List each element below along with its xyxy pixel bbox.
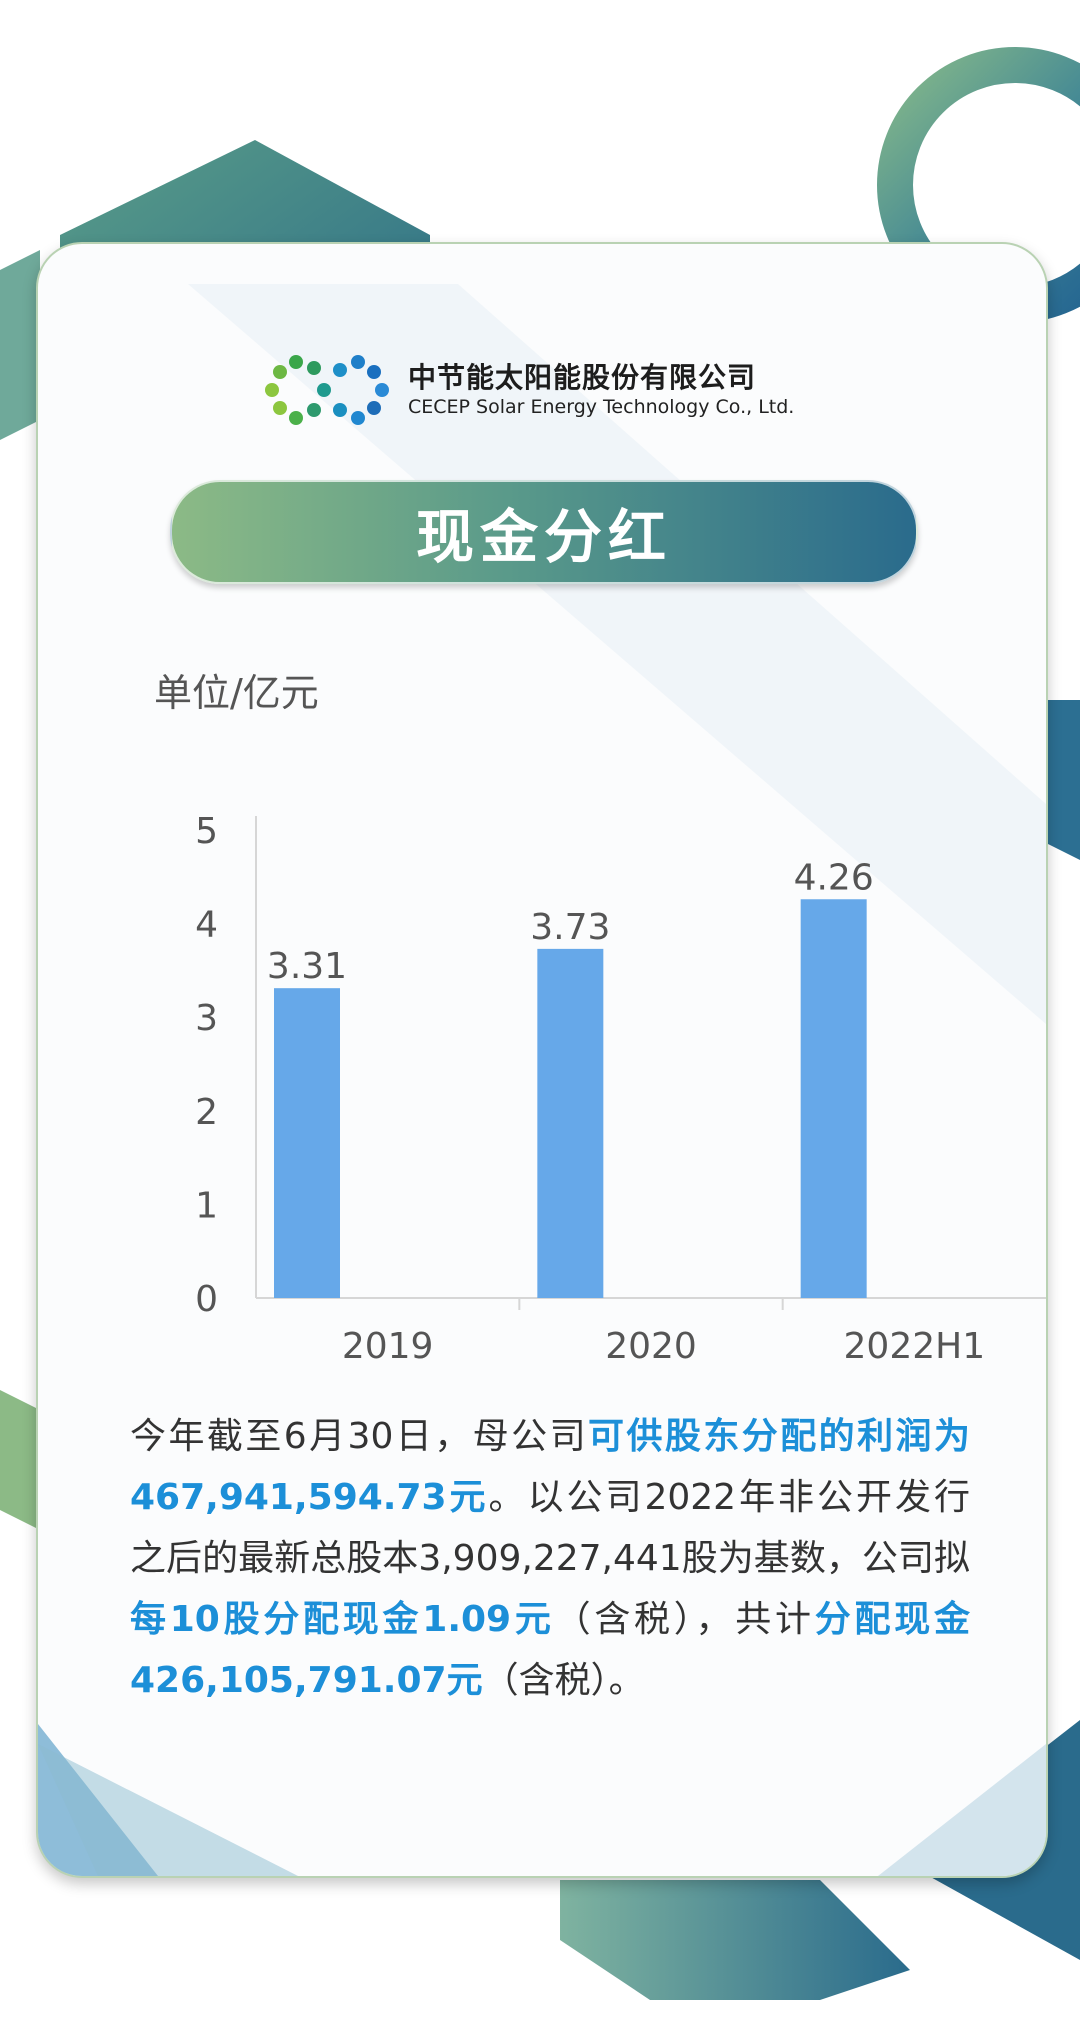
paragraph-text-4: （含税）。 [482,1660,645,1701]
bar-2019 [274,988,340,1298]
bar-value-label: 4.26 [794,857,874,898]
title-banner: 现金分红 [170,480,918,584]
bar-2022H1 [800,899,867,1298]
content-card: 中节能太阳能股份有限公司 CECEP Solar Energy Technolo… [36,242,1048,1878]
y-tick-label: 1 [195,1185,218,1226]
company-logo: 中节能太阳能股份有限公司 CECEP Solar Energy Technolo… [260,350,840,430]
x-tick-label: 2022H1 [844,1326,986,1367]
unit-label: 单位/亿元 [154,671,319,715]
card-stripe-decoration [38,284,1046,1876]
x-tick-label: 2019 [342,1326,434,1367]
bottom-hexagon-shape [560,1880,910,2000]
highlight-total-dividend: 分配现金426,105,791.07元 [130,1599,970,1701]
y-tick-label: 4 [195,905,218,946]
paragraph-text-2: 。以公司2022年非公开发行之后的最新总股本3,909,227,441股为基数，… [130,1477,970,1579]
x-tick-label: 2020 [605,1326,697,1367]
bar-value-label: 3.31 [267,946,347,987]
page-title: 现金分红 [415,503,672,571]
y-tick-label: 2 [195,1092,218,1133]
left-edge-shape [0,250,40,440]
paragraph-text-1: 今年截至6月30日，母公司 [130,1416,589,1457]
paragraph-text-3: （含税），共计 [554,1599,815,1640]
y-tick-label: 5 [195,811,218,852]
y-tick-label: 0 [195,1279,218,1320]
highlight-dividend-per-share: 每10股分配现金1.09元 [130,1599,555,1640]
y-tick-label: 3 [195,998,218,1039]
highlight-distributable-profit: 可供股东分配的利润为467,941,594.73元 [130,1416,970,1518]
company-name-en: CECEP Solar Energy Technology Co., Ltd. [408,396,795,418]
right-edge-shape [1040,700,1080,860]
bar-2020 [537,948,604,1298]
dot-ring-logo-icon [265,355,389,425]
bar-value-label: 3.73 [530,907,610,948]
company-name-cn: 中节能太阳能股份有限公司 [408,361,757,394]
dividend-bar-chart: 0 1 2 3 4 5 3.31 2019 3.73 2020 4.26 2022H1 [195,811,1046,1367]
description-paragraph: 今年截至6月30日，母公司可供股东分配的利润为467,941,594.73元。以… [130,1406,970,1711]
